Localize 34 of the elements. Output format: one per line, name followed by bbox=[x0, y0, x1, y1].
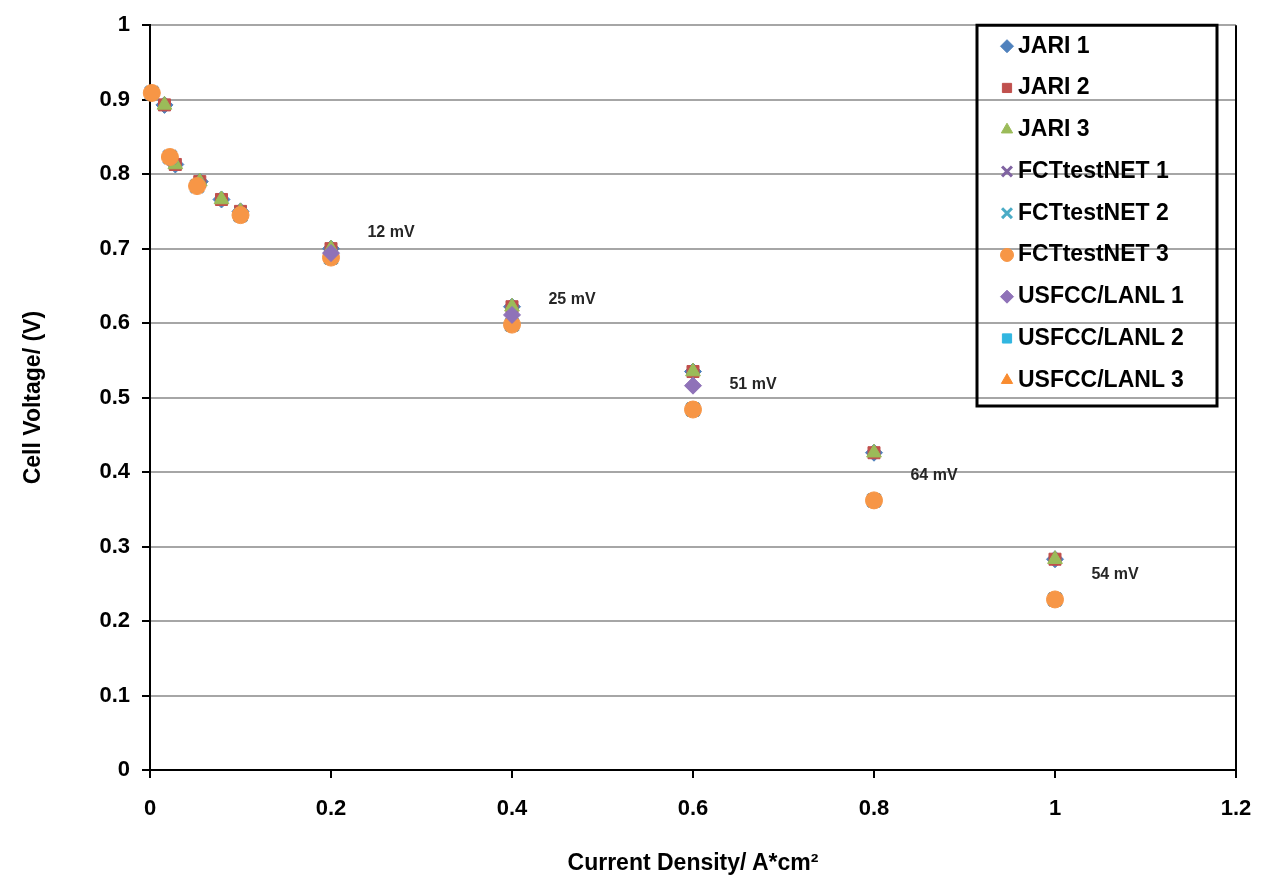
y-tick-label: 0.2 bbox=[99, 607, 130, 633]
x-tick-label: 0.2 bbox=[315, 795, 347, 821]
annotation: 51 mV bbox=[729, 374, 777, 392]
legend-label: FCTtestNET 1 bbox=[1018, 156, 1169, 183]
y-tick-label: 0.7 bbox=[99, 234, 130, 260]
y-tick-label: 0.3 bbox=[99, 532, 130, 558]
y-tick-label: 0.5 bbox=[99, 383, 130, 409]
annotation: 54 mV bbox=[1091, 564, 1139, 582]
x-tick-label: 0.6 bbox=[677, 795, 709, 821]
legend-label: USFCC/LANL 2 bbox=[1018, 323, 1184, 350]
x-axis-title: Current Density/ A*cm² bbox=[567, 848, 819, 875]
x-tick-label: 0.8 bbox=[858, 795, 890, 821]
y-tick-label: 0.9 bbox=[99, 85, 130, 111]
legend-label: FCTtestNET 3 bbox=[1018, 240, 1169, 267]
y-tick-label: 0.8 bbox=[99, 160, 130, 186]
y-axis-title: Cell Voltage/ (V) bbox=[19, 310, 46, 485]
y-tick-label: 0.1 bbox=[99, 681, 130, 707]
legend-label: JARI 2 bbox=[1018, 73, 1090, 100]
legend-label: USFCC/LANL 3 bbox=[1018, 365, 1184, 392]
legend-label: JARI 1 bbox=[1018, 31, 1090, 58]
annotation: 12 mV bbox=[367, 222, 415, 240]
x-tick-label: 0.4 bbox=[496, 795, 529, 821]
y-tick-label: 0 bbox=[117, 756, 130, 782]
legend-label: JARI 3 bbox=[1018, 115, 1090, 142]
y-tick-label: 0.4 bbox=[99, 458, 131, 484]
annotation: 25 mV bbox=[548, 290, 596, 308]
annotation: 64 mV bbox=[910, 465, 958, 483]
x-tick-label: 1.2 bbox=[1220, 795, 1252, 821]
x-tick-label: 1 bbox=[1048, 795, 1062, 821]
x-tick-label: 0 bbox=[143, 795, 157, 821]
legend-label: FCTtestNET 2 bbox=[1018, 198, 1169, 225]
legend-label: USFCC/LANL 1 bbox=[1018, 282, 1184, 309]
y-tick-label: 1 bbox=[117, 11, 130, 37]
y-tick-label: 0.6 bbox=[99, 309, 130, 335]
